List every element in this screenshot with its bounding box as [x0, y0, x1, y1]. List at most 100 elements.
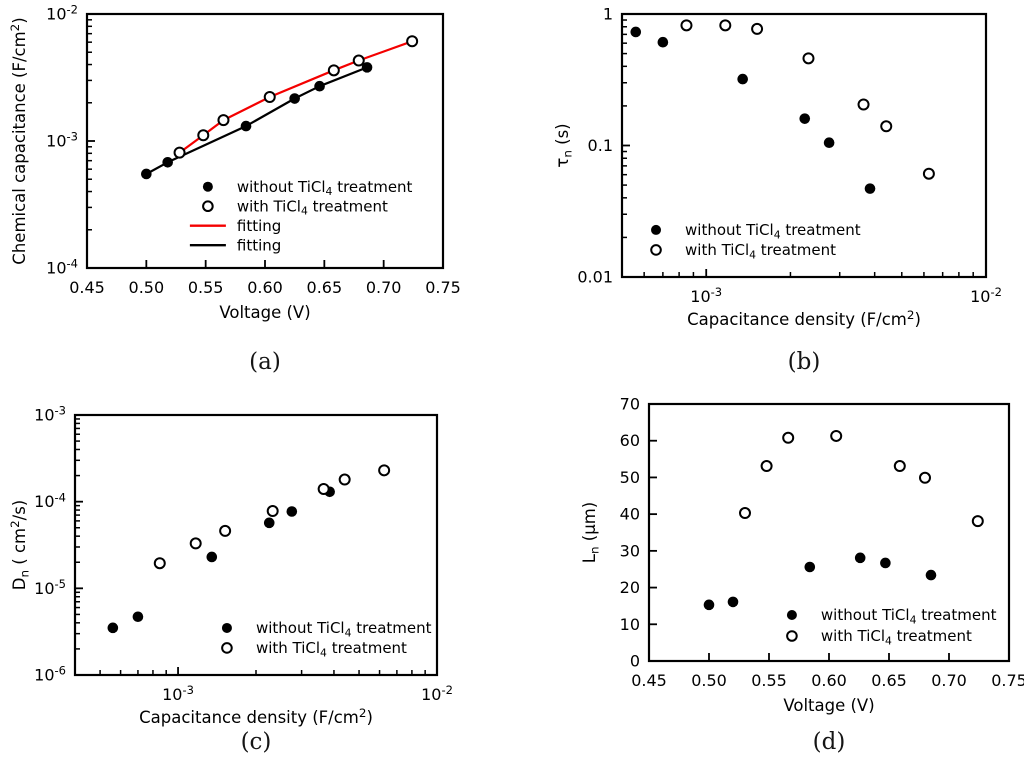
- x-axis-label: Capacitance density (F/cm2): [139, 706, 373, 727]
- data-point-open: [173, 146, 186, 159]
- y-tick-label: 10-3: [46, 130, 78, 151]
- data-point-filled: [737, 73, 748, 85]
- y-tick-label: 10-4: [46, 257, 78, 278]
- data-point-open: [782, 431, 795, 444]
- data-point-filled: [240, 120, 252, 132]
- data-point-filled: [263, 517, 275, 529]
- y-tick-label: 70: [620, 395, 640, 414]
- data-point-filled: [925, 569, 937, 581]
- data-point-open: [219, 524, 232, 537]
- legend-marker-filled: [221, 622, 232, 633]
- x-tick-label: 0.60: [811, 671, 847, 690]
- data-point-open: [327, 64, 340, 77]
- data-point-open: [830, 429, 843, 442]
- y-tick-label: 20: [620, 578, 640, 597]
- chart-a-chemical-capacitance-vs-voltage: 0.45 0.50 0.55 0.60 0.65 0.70 0.75 10-4 10-3 10-2…: [8, 3, 461, 322]
- data-point-open: [919, 471, 931, 484]
- data-point-filled: [823, 137, 835, 149]
- data-point-open: [338, 473, 351, 486]
- x-tick-label: 0.75: [991, 671, 1024, 690]
- legend-marker-open: [786, 630, 798, 642]
- data-point-open: [153, 557, 166, 570]
- data-point-filled: [657, 36, 669, 48]
- legend-marker-open: [650, 244, 662, 256]
- data-point-filled: [864, 183, 876, 194]
- data-point-filled: [132, 611, 144, 623]
- chart-b-electron-lifetime-vs-capacitance-density: 10-3 10-2 0.01 0.1 1 Capacitance density (F/c…: [553, 5, 1002, 330]
- data-point-open: [406, 35, 419, 48]
- x-tick-label: 10-2: [421, 683, 453, 704]
- data-point-open: [893, 460, 906, 473]
- y-tick-label: 60: [620, 431, 640, 450]
- y-tick-label: 50: [620, 468, 640, 487]
- x-tick-label: 0.50: [129, 278, 165, 297]
- y-tick-label: 0: [630, 652, 640, 671]
- data-point-open: [189, 537, 202, 550]
- data-point-open: [922, 167, 935, 180]
- data-point-open: [719, 19, 732, 32]
- x-axis-label: Voltage (V): [783, 696, 874, 715]
- data-point-filled: [141, 168, 152, 180]
- x-tick-label: 0.75: [425, 278, 461, 297]
- legend-label: without TiCl4 treatment: [256, 619, 432, 639]
- y-tick-label: 10-5: [34, 577, 66, 598]
- y-tick-label: 10-2: [46, 3, 78, 24]
- y-tick-label: 10-3: [34, 404, 66, 425]
- data-point-open: [352, 54, 365, 67]
- chart-d-diffusion-length-vs-voltage: 0.45 0.50 0.55 0.60 0.65 0.70 0.75 0 10 20 30 40 50 6…: [580, 395, 1024, 716]
- y-tick-label: 0.1: [588, 136, 613, 155]
- legend-marker-open: [221, 642, 233, 654]
- data-point-open: [378, 464, 391, 477]
- legend-label: fitting: [237, 236, 281, 254]
- legend-label: fitting: [237, 217, 281, 235]
- y-tick-label: 40: [620, 505, 640, 524]
- legend-label: with TiCl4 treatment: [685, 241, 836, 261]
- data-point-open: [217, 114, 230, 127]
- legend-label: with TiCl4 treatment: [256, 639, 407, 659]
- data-point-open: [760, 460, 773, 473]
- data-point-filled: [162, 156, 173, 168]
- data-point-filled: [206, 551, 218, 563]
- legend-label: with TiCl4 treatment: [237, 197, 388, 217]
- data-point-open: [802, 52, 815, 65]
- data-point-filled: [880, 557, 891, 569]
- data-point-filled: [361, 62, 373, 73]
- legend-label: with TiCl4 treatment: [821, 627, 972, 647]
- y-tick-label: 30: [620, 541, 640, 560]
- x-tick-label: 0.70: [931, 671, 967, 690]
- y-tick-label: 10-6: [34, 664, 66, 685]
- data-point-filled: [289, 93, 300, 104]
- caption-a: (a): [249, 349, 281, 375]
- legend-label: without TiCl4 treatment: [821, 606, 997, 626]
- y-tick-label: 10-4: [34, 490, 66, 511]
- data-point-filled: [286, 506, 298, 517]
- data-point-filled: [630, 26, 642, 38]
- x-tick-label: 0.55: [751, 671, 787, 690]
- x-tick-label: 10-2: [970, 285, 1002, 306]
- x-tick-label: 0.55: [188, 278, 224, 297]
- caption-c: (c): [240, 729, 272, 755]
- x-tick-label: 0.65: [871, 671, 907, 690]
- x-tick-label: 0.65: [307, 278, 343, 297]
- data-point-open: [880, 120, 893, 133]
- caption-b: (b): [787, 349, 821, 375]
- data-point-open: [263, 91, 276, 104]
- y-tick-label: 10: [620, 615, 640, 634]
- data-point-open: [317, 483, 330, 496]
- data-point-open: [197, 129, 210, 142]
- x-axis-label: Voltage (V): [219, 303, 310, 322]
- data-point-open: [680, 19, 693, 32]
- data-point-filled: [703, 599, 715, 611]
- y-tick-label: 0.01: [577, 268, 613, 287]
- legend-marker-filled: [786, 609, 797, 620]
- x-tick-label: 0.60: [247, 278, 283, 297]
- x-tick-label: 0.45: [631, 671, 667, 690]
- y-tick-label: 1: [603, 5, 613, 24]
- y-axis-label: Dn ( cm2/s): [8, 500, 32, 591]
- x-tick-label: 10-3: [690, 285, 722, 306]
- y-axis-label: Ln (μm): [580, 502, 602, 563]
- data-point-open: [971, 515, 984, 528]
- data-point-open: [739, 507, 751, 520]
